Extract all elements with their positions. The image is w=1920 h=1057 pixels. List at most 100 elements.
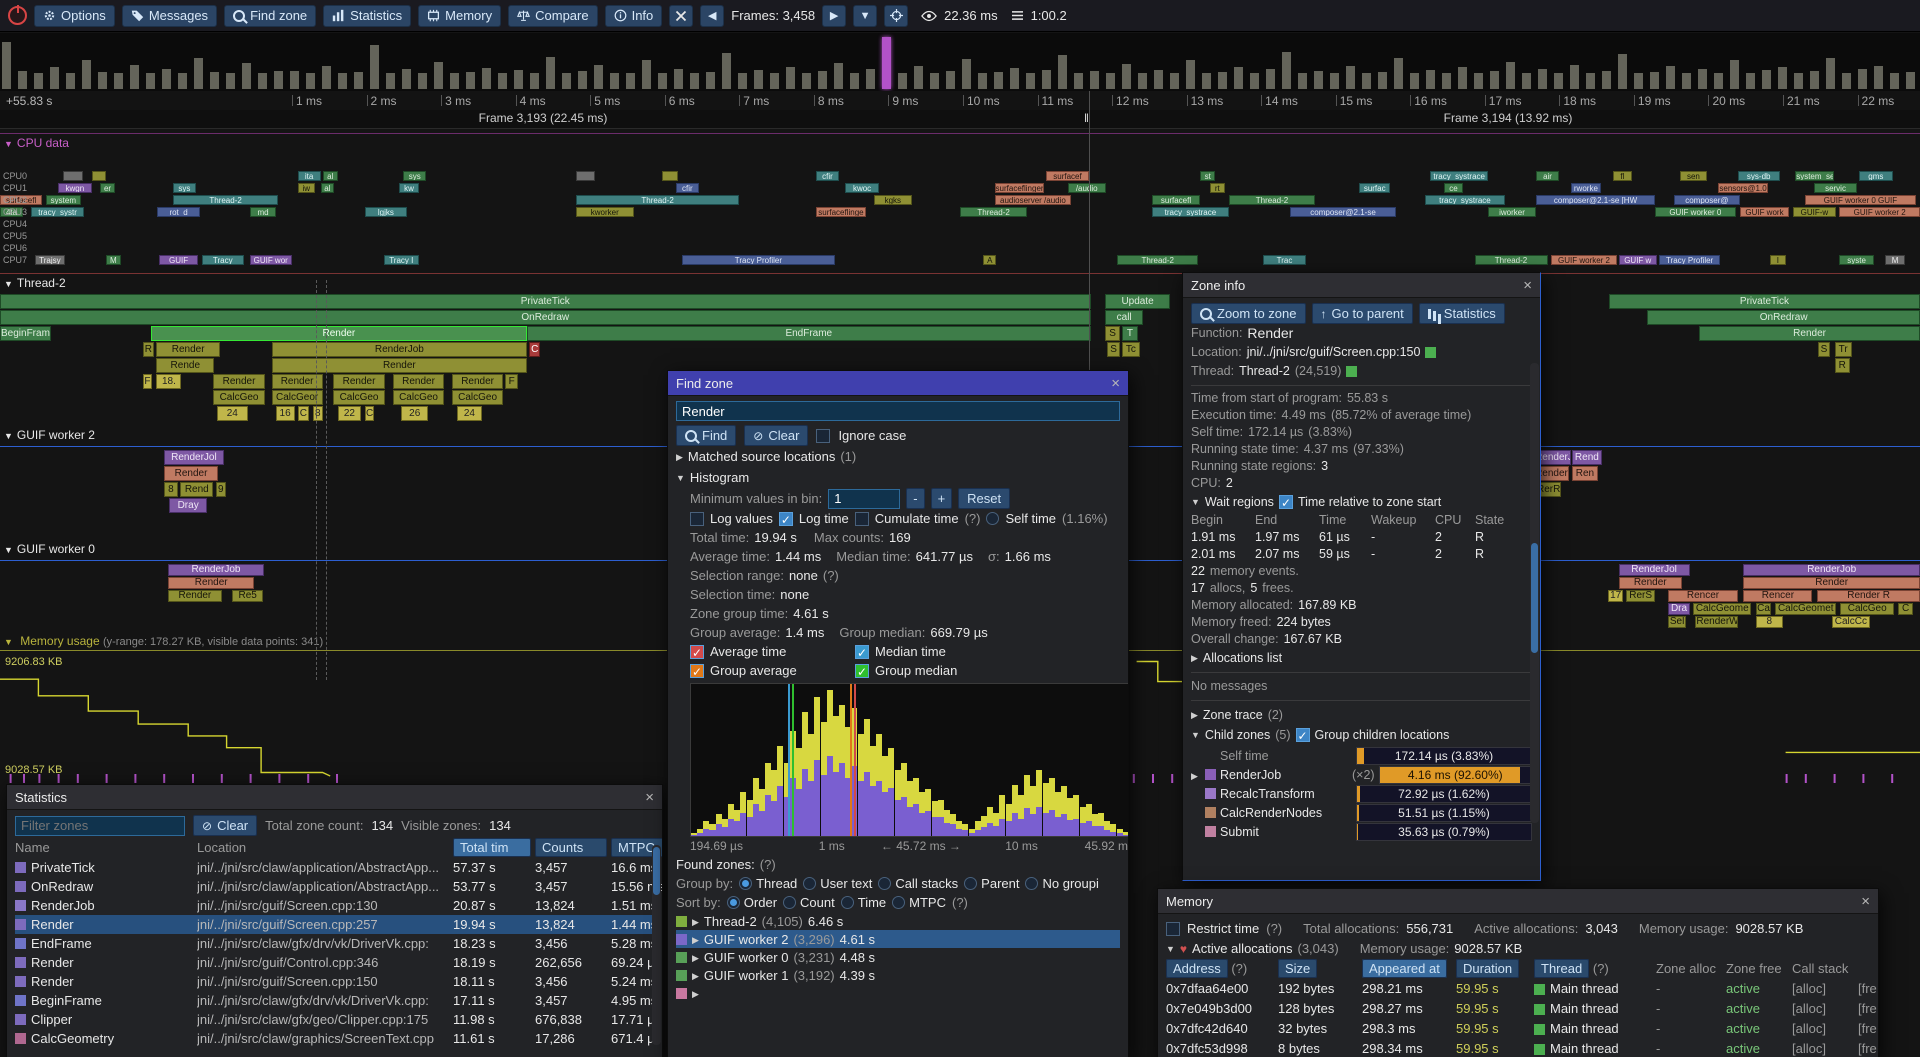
statistics-table-row[interactable]: Render jni/../jni/src/guif/Screen.cpp:25… bbox=[15, 915, 657, 934]
clear-filter-button[interactable]: Clear bbox=[193, 815, 258, 836]
cpu-zone-segment[interactable]: kwoc bbox=[844, 183, 880, 193]
zone-renderjob[interactable]: RenderJob bbox=[168, 564, 264, 576]
cumulate-time-checkbox[interactable] bbox=[854, 511, 869, 526]
relative-time-checkbox[interactable] bbox=[1278, 494, 1293, 513]
child-zone-row[interactable]: Self time 172.14 µs (3.83%) bbox=[1191, 746, 1532, 765]
frame-bar[interactable] bbox=[1858, 69, 1867, 89]
frame-bar[interactable] bbox=[498, 73, 507, 89]
radio-icon[interactable] bbox=[739, 877, 753, 890]
help-marker[interactable]: (?) bbox=[1592, 961, 1609, 976]
cpu-zone-segment[interactable]: md bbox=[249, 207, 277, 217]
frame-bar[interactable] bbox=[1426, 70, 1435, 89]
zone-render[interactable]: Render bbox=[1743, 577, 1920, 589]
self-time-radio[interactable] bbox=[986, 512, 1000, 525]
frame-bar[interactable] bbox=[1554, 73, 1563, 89]
collapse-triangle-icon[interactable]: ▼ bbox=[4, 139, 13, 149]
zone-render-r[interactable]: Render R bbox=[1817, 590, 1920, 602]
column-zone-alloc[interactable]: Zone alloc bbox=[1656, 961, 1716, 976]
active-allocations-header[interactable]: Active allocations (3,043) Memory usage:… bbox=[1166, 938, 1870, 959]
frame-bar[interactable] bbox=[274, 71, 283, 89]
cpu-zone-segment[interactable] bbox=[576, 171, 596, 181]
cpu-zone-segment[interactable]: 4ta bbox=[0, 207, 24, 217]
collapse-triangle-icon[interactable]: ▼ bbox=[4, 545, 13, 555]
allocation-row[interactable]: 0x7dfc42d640 32 bytes 298.3 ms 59.95 s M… bbox=[1166, 1019, 1877, 1039]
zone-calcgeo[interactable]: CalcGeo bbox=[213, 390, 265, 405]
cpu-zone-segment[interactable]: tracy_systrace bbox=[1424, 195, 1506, 205]
frame-left-label[interactable]: Frame 3,193 (22.45 ms) bbox=[478, 111, 608, 125]
sort-by-option[interactable]: Count bbox=[783, 893, 835, 912]
zone-renderjob[interactable]: RenderJob bbox=[1743, 564, 1920, 576]
cpu-zone-segment[interactable] bbox=[662, 171, 678, 181]
frame-bar[interactable] bbox=[978, 73, 987, 89]
cpu-zone-segment[interactable]: lgjks bbox=[364, 207, 408, 217]
zone-calcgeo[interactable]: CalcGeo bbox=[1840, 603, 1895, 615]
zone-render[interactable]: Render bbox=[452, 374, 504, 389]
log-time-checkbox[interactable] bbox=[778, 511, 793, 530]
column-zone-free[interactable]: Zone free bbox=[1726, 961, 1782, 976]
zone-sel[interactable]: Sel bbox=[1668, 616, 1686, 628]
wait-regions-header[interactable]: Wait regions Time relative to zone start bbox=[1191, 492, 1532, 513]
zone-22[interactable]: 22 bbox=[337, 406, 361, 421]
zone-24[interactable]: 24 bbox=[456, 406, 482, 421]
allocations-list-row[interactable]: Allocations list bbox=[1191, 648, 1532, 668]
tools-button[interactable] bbox=[669, 4, 694, 27]
help-marker[interactable]: (?) bbox=[1231, 961, 1248, 976]
go-to-parent-button[interactable]: Go to parent bbox=[1311, 303, 1413, 324]
guif-worker2-header[interactable]: ▼ GUIF worker 2 bbox=[4, 428, 95, 442]
call-stack-alloc-link[interactable]: [alloc] bbox=[1792, 1041, 1826, 1056]
child-zone-row[interactable]: RenderJob (×2) 4.16 ms (92.60%) bbox=[1191, 765, 1532, 784]
frame-bar[interactable] bbox=[162, 69, 171, 89]
zone-s[interactable]: S bbox=[1104, 326, 1121, 341]
child-zone-row[interactable]: Submit 35.63 µs (0.79%) bbox=[1191, 822, 1532, 841]
cpu-zone-segment[interactable]: syste bbox=[1839, 255, 1874, 265]
zone-statistics-button[interactable]: Statistics bbox=[1418, 303, 1505, 324]
cpu-zone-segment[interactable]: I bbox=[1770, 255, 1786, 265]
zone-rend[interactable]: Rend bbox=[1571, 450, 1603, 465]
zone-renderjob[interactable]: RenderJob bbox=[271, 342, 528, 357]
found-zone-thread-row[interactable]: GUIF worker 2 (3,296) 4.61 s bbox=[676, 930, 1120, 948]
thread2-header[interactable]: ▼ Thread-2 bbox=[4, 276, 66, 290]
frame-bar[interactable] bbox=[1154, 70, 1163, 89]
log-values-checkbox[interactable] bbox=[690, 511, 704, 526]
frame-bar[interactable] bbox=[1506, 62, 1515, 89]
frame-bar[interactable] bbox=[802, 73, 811, 89]
cpu-zone-segment[interactable]: servic bbox=[1814, 183, 1857, 193]
frame-bar[interactable] bbox=[962, 59, 971, 89]
frame-bar[interactable] bbox=[930, 73, 939, 89]
frame-bar[interactable] bbox=[1634, 73, 1643, 89]
frame-bar[interactable] bbox=[994, 72, 1003, 89]
allocation-row[interactable]: 0x7dfc53d998 8 bytes 298.34 ms 59.95 s M… bbox=[1166, 1039, 1877, 1057]
frame-bar[interactable] bbox=[946, 71, 955, 89]
legend-item[interactable]: Median time bbox=[855, 642, 1020, 663]
frame-bar[interactable] bbox=[450, 73, 459, 89]
frame-bar[interactable] bbox=[754, 70, 763, 89]
column-location[interactable]: Location bbox=[197, 839, 247, 855]
zone-rencer[interactable]: Rencer bbox=[1668, 590, 1738, 602]
frame-bar[interactable] bbox=[1730, 60, 1739, 89]
zone-calcgeo[interactable]: CalcGeo bbox=[452, 390, 504, 405]
zone-location-value[interactable]: jni/../jni/src/guif/Screen.cpp:150 bbox=[1246, 345, 1421, 359]
cpu-zone-segment[interactable]: Thread-2 bbox=[576, 195, 740, 205]
frame-bar[interactable] bbox=[786, 67, 795, 89]
frame-bar[interactable] bbox=[402, 69, 411, 89]
cpu-zone-segment[interactable]: system bbox=[46, 195, 81, 205]
frame-bar[interactable] bbox=[1538, 69, 1547, 89]
legend-item[interactable]: Group median bbox=[855, 661, 1020, 682]
column-duration[interactable]: Duration bbox=[1456, 959, 1520, 978]
zone-r[interactable]: R bbox=[1834, 358, 1850, 373]
call-stack-alloc-link[interactable]: [alloc] bbox=[1792, 1021, 1826, 1036]
frame-bar[interactable] bbox=[34, 73, 43, 89]
frame-bar[interactable] bbox=[1346, 66, 1355, 89]
statistics-titlebar[interactable]: Statistics bbox=[7, 785, 662, 810]
frame-bar[interactable] bbox=[1570, 65, 1579, 89]
zoom-to-zone-button[interactable]: Zoom to zone bbox=[1191, 303, 1306, 324]
cpu-zone-segment[interactable]: GUIF worker 0 GUIF bbox=[1804, 195, 1917, 205]
frame-bar[interactable] bbox=[18, 71, 27, 89]
frame-bar[interactable] bbox=[1618, 54, 1627, 89]
legend-checkbox[interactable] bbox=[690, 663, 704, 682]
radio-icon[interactable] bbox=[726, 896, 740, 909]
frame-bar[interactable] bbox=[1266, 69, 1275, 89]
cpu-zone-segment[interactable]: surfac bbox=[1359, 183, 1391, 193]
frame-bar[interactable] bbox=[1138, 73, 1147, 89]
